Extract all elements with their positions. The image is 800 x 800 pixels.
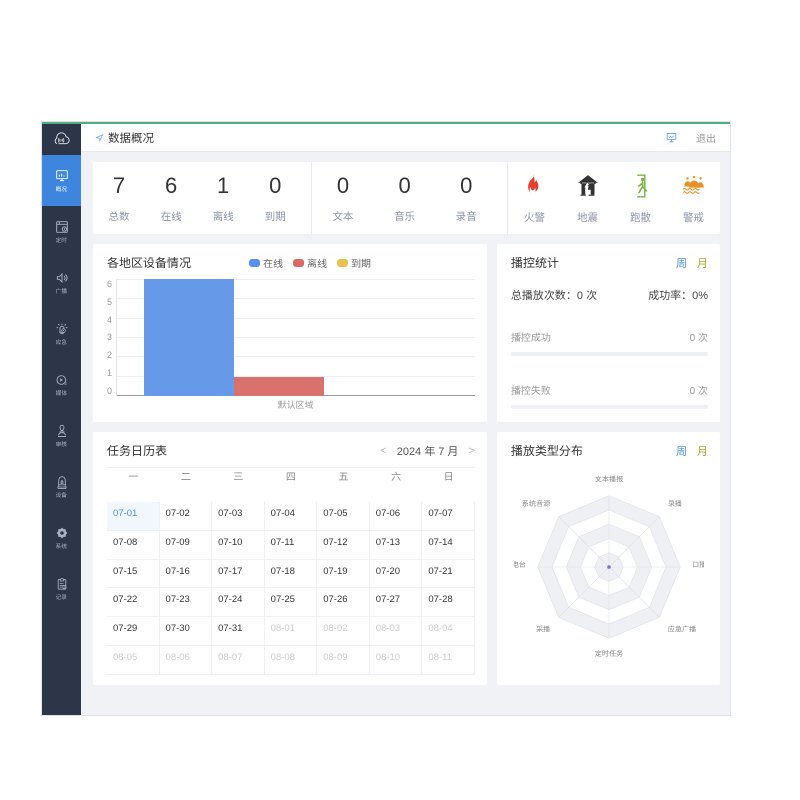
svg-text:应急广播: 应急广播 (668, 625, 696, 634)
svg-text:定时任务: 定时任务 (595, 649, 623, 658)
svg-text:FM电台: FM电台 (514, 560, 526, 569)
svg-text:系统音源: 系统音源 (522, 499, 550, 508)
svg-text:录播: 录播 (668, 499, 682, 508)
svg-text:采播: 采播 (536, 625, 550, 634)
svg-text:2: 2 (64, 381, 67, 386)
svg-text:文本播报: 文本播报 (595, 475, 623, 484)
svg-text:口播: 口播 (693, 560, 705, 569)
